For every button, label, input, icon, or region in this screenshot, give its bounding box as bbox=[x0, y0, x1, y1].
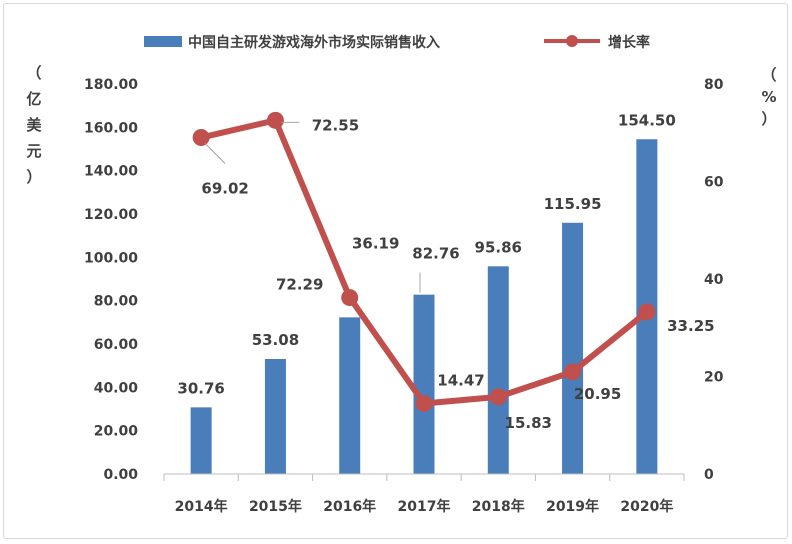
bar-value-label: 72.29 bbox=[276, 275, 323, 293]
growth-value-label: 69.02 bbox=[201, 180, 248, 198]
growth-point bbox=[564, 363, 582, 381]
legend-line-label: 增长率 bbox=[608, 34, 650, 51]
growth-point bbox=[415, 394, 433, 412]
y-left-tick-label: 60.00 bbox=[94, 337, 139, 353]
y-axis-right-title-char: ） bbox=[761, 110, 776, 128]
x-tick-label: 2014年 bbox=[175, 498, 228, 515]
x-tick-label: 2017年 bbox=[398, 498, 451, 515]
bar bbox=[562, 222, 584, 474]
leader-line bbox=[204, 143, 226, 164]
x-tick-label: 2018年 bbox=[472, 498, 525, 515]
y-axis-right-title-char: （ bbox=[761, 66, 776, 84]
y-axis-right-title-char: % bbox=[761, 88, 776, 106]
y-right-tick-label: 80 bbox=[704, 77, 724, 93]
x-tick-label: 2016年 bbox=[323, 498, 376, 515]
y-left-tick-label: 0.00 bbox=[103, 467, 138, 483]
x-tick-label: 2019年 bbox=[546, 498, 599, 515]
legend-bar-swatch bbox=[144, 36, 182, 47]
y-axis-right-ticks: 0 20 40 60 80 bbox=[704, 77, 724, 483]
y-left-tick-label: 140.00 bbox=[84, 164, 138, 180]
bar bbox=[413, 294, 435, 474]
y-axis-left-title-char: 元 bbox=[26, 142, 41, 160]
y-right-tick-label: 20 bbox=[704, 370, 724, 386]
line-series bbox=[192, 111, 656, 412]
chart-frame: 中国自主研发游戏海外市场实际销售收入 增长率 （ 亿美元 ） （% ） 0.00 20.… bbox=[3, 3, 788, 539]
y-axis-left-title: （ 亿美元 ） bbox=[26, 64, 42, 186]
label-leader-lines bbox=[204, 121, 421, 293]
growth-point bbox=[266, 111, 284, 129]
bar-data-labels: 30.76 53.08 72.29 82.76 95.86 115.95 154.50 bbox=[177, 111, 675, 397]
y-axis-right-title: （% ） bbox=[761, 66, 776, 128]
y-axis-left-title-char: ） bbox=[26, 168, 41, 186]
growth-value-label: 33.25 bbox=[667, 317, 714, 335]
growth-value-label: 20.95 bbox=[574, 385, 621, 403]
y-right-tick-label: 60 bbox=[704, 175, 724, 191]
growth-point bbox=[341, 289, 359, 307]
bar-value-label: 82.76 bbox=[412, 245, 459, 263]
bar bbox=[339, 317, 361, 474]
y-right-tick-label: 0 bbox=[704, 467, 714, 483]
bar-value-label: 115.95 bbox=[544, 195, 602, 213]
bar bbox=[190, 407, 212, 474]
bar-series bbox=[190, 139, 658, 474]
legend: 中国自主研发游戏海外市场实际销售收入 增长率 bbox=[144, 34, 650, 51]
legend-bar-label: 中国自主研发游戏海外市场实际销售收入 bbox=[188, 34, 440, 51]
bar-value-label: 53.08 bbox=[252, 331, 299, 349]
growth-point bbox=[638, 303, 656, 321]
x-axis-ticks: 2014年 2015年 2016年 2017年 2018年 2019年 2020年 bbox=[163, 474, 685, 515]
y-left-tick-label: 80.00 bbox=[94, 294, 139, 310]
y-left-tick-label: 180.00 bbox=[84, 77, 138, 93]
growth-point bbox=[192, 129, 210, 147]
growth-point bbox=[489, 388, 507, 406]
combo-chart: 中国自主研发游戏海外市场实际销售收入 增长率 （ 亿美元 ） （% ） 0.00 20.… bbox=[26, 34, 776, 515]
y-left-tick-label: 40.00 bbox=[94, 380, 139, 396]
bar bbox=[487, 266, 509, 474]
growth-value-label: 72.55 bbox=[312, 116, 359, 134]
legend-line-marker bbox=[566, 35, 578, 47]
y-axis-left-ticks: 0.00 20.00 40.00 60.00 80.00 100.00 120.00 140.… bbox=[84, 77, 138, 483]
y-axis-left-title-char: （ bbox=[26, 64, 41, 82]
y-right-tick-label: 40 bbox=[704, 272, 724, 288]
bar-value-label: 30.76 bbox=[177, 379, 224, 397]
bar-value-label: 154.50 bbox=[618, 111, 676, 129]
y-left-tick-label: 120.00 bbox=[84, 207, 138, 223]
growth-value-label: 15.83 bbox=[505, 414, 552, 432]
growth-value-label: 14.47 bbox=[437, 371, 484, 389]
x-tick-label: 2015年 bbox=[249, 498, 302, 515]
y-axis-left-title-char: 亿 bbox=[26, 90, 41, 108]
bar-value-label: 95.86 bbox=[475, 238, 522, 256]
y-left-tick-label: 160.00 bbox=[84, 120, 138, 136]
bar bbox=[264, 358, 286, 474]
growth-value-label: 36.19 bbox=[352, 235, 399, 253]
x-tick-label: 2020年 bbox=[620, 498, 673, 515]
y-left-tick-label: 100.00 bbox=[84, 250, 138, 266]
line-data-labels: 69.02 72.55 36.19 14.47 15.83 20.95 33.25 bbox=[201, 116, 714, 432]
y-left-tick-label: 20.00 bbox=[94, 424, 139, 440]
y-axis-left-title-char: 美 bbox=[26, 116, 42, 134]
